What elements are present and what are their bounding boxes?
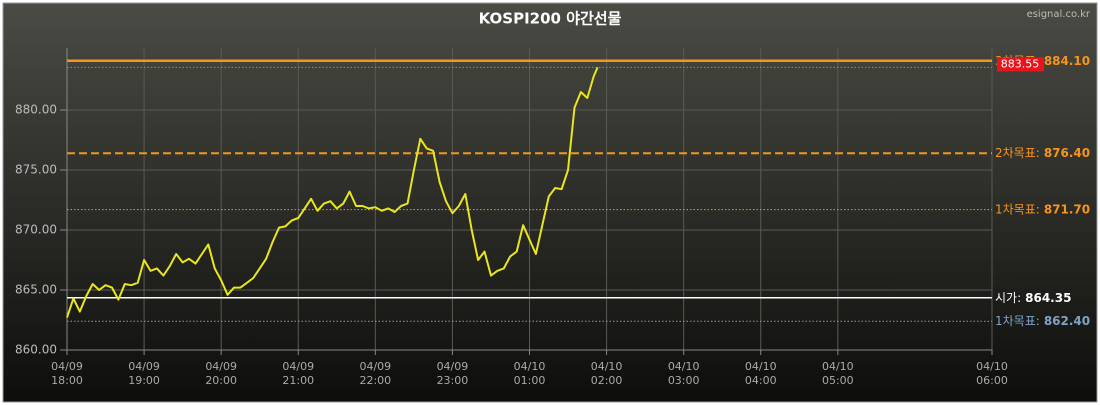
x-tick-time: 04:00 [745,374,777,387]
reference-label: 2차목표: 876.40 [995,146,1090,160]
current-label: 883.55 [1001,57,1040,70]
y-tick-label: 865.00 [15,283,57,297]
x-tick-date: 04/10 [591,360,623,373]
chart-title: KOSPI200 야간선물 [479,10,622,28]
x-tick-date: 04/10 [976,360,1008,373]
reference-name: 시가: [995,290,1021,304]
reference-value: 884.10 [1044,53,1090,67]
x-tick-time: 05:00 [822,374,854,387]
reference-label: 시가: 864.35 [995,290,1071,304]
reference-label: 1차목표: 862.40 [995,314,1090,328]
x-tick-time: 06:00 [976,374,1008,387]
x-tick-time: 19:00 [128,374,160,387]
x-tick-time: 03:00 [668,374,700,387]
x-tick-date: 04/09 [282,360,314,373]
reference-value: 871.70 [1044,202,1090,216]
y-tick-label: 860.00 [15,343,57,357]
x-tick-date: 04/10 [668,360,700,373]
reference-value: 876.40 [1044,146,1090,160]
x-tick-date: 04/10 [514,360,546,373]
x-tick-date: 04/10 [745,360,777,373]
x-tick-date: 04/09 [437,360,469,373]
reference-name: 1차목표: [995,314,1040,328]
x-tick-date: 04/09 [51,360,83,373]
x-tick-time: 18:00 [51,374,83,387]
x-tick-time: 02:00 [591,374,623,387]
x-tick-time: 23:00 [437,374,469,387]
x-tick-date: 04/09 [205,360,237,373]
y-tick-label: 880.00 [15,103,57,117]
reference-name: 1차목표: [995,202,1040,216]
current-tag [997,57,1044,72]
x-tick-time: 21:00 [282,374,314,387]
reference-name: 2차목표: [995,146,1040,160]
reference-value: 864.35 [1025,290,1071,304]
price-line [66,67,599,318]
x-tick-date: 04/09 [128,360,160,373]
y-tick-label: 875.00 [15,163,57,177]
x-tick-date: 04/09 [359,360,391,373]
x-tick-time: 01:00 [514,374,546,387]
y-tick-label: 870.00 [15,223,57,237]
x-tick-date: 04/10 [822,360,854,373]
x-tick-time: 20:00 [205,374,237,387]
watermark: esignal.co.kr [1027,9,1091,20]
reference-value: 862.40 [1044,314,1090,328]
x-tick-time: 22:00 [359,374,391,387]
reference-label: 1차목표: 871.70 [995,202,1090,216]
